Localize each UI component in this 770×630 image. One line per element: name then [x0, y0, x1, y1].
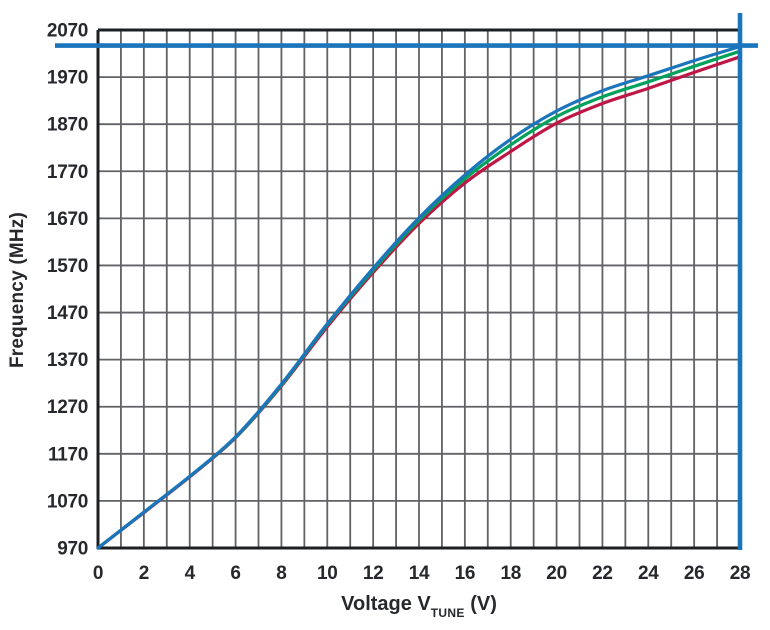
y-tick-label: 1870: [47, 115, 88, 136]
x-axis-title-unit: (V): [464, 593, 497, 615]
x-tick-label: 10: [317, 563, 338, 584]
x-tick-label: 2: [139, 563, 149, 584]
blue-curve: [96, 44, 742, 550]
y-tick-label: 1970: [47, 68, 88, 89]
x-axis-title-main: Voltage V: [341, 593, 431, 615]
x-tick-label: 16: [455, 563, 476, 584]
x-tick-label: 0: [93, 563, 103, 584]
x-tick-label: 14: [409, 563, 430, 584]
x-tick-label: 12: [363, 563, 384, 584]
y-tick-label: 1770: [47, 162, 88, 183]
y-tick-label: 1270: [47, 397, 88, 418]
y-axis-title: Frequency (MHz): [7, 210, 29, 370]
y-tick-label: 1470: [47, 303, 88, 324]
x-axis-title-subscript: TUNE: [430, 606, 465, 620]
y-tick-label: 1070: [47, 491, 88, 512]
y-axis-title-text: Frequency (MHz): [7, 211, 28, 369]
x-tick-label: 24: [638, 563, 659, 584]
x-axis-title: Voltage VTUNE (V): [98, 593, 740, 620]
y-tick-label: 1370: [47, 350, 88, 371]
x-tick-label: 18: [500, 563, 521, 584]
y-tick-label: 1570: [47, 256, 88, 277]
x-tick-label: 6: [230, 563, 240, 584]
x-tick-label: 8: [276, 563, 286, 584]
y-tick-label: 970: [57, 539, 88, 560]
y-tick-label: 2070: [47, 21, 88, 42]
x-tick-label: 28: [730, 563, 751, 584]
y-tick-label: 1170: [48, 444, 88, 465]
x-tick-label: 26: [684, 563, 705, 584]
x-tick-label: 20: [546, 563, 567, 584]
x-tick-label: 22: [592, 563, 613, 584]
x-tick-label: 4: [185, 563, 196, 584]
y-tick-label: 1670: [47, 209, 88, 230]
